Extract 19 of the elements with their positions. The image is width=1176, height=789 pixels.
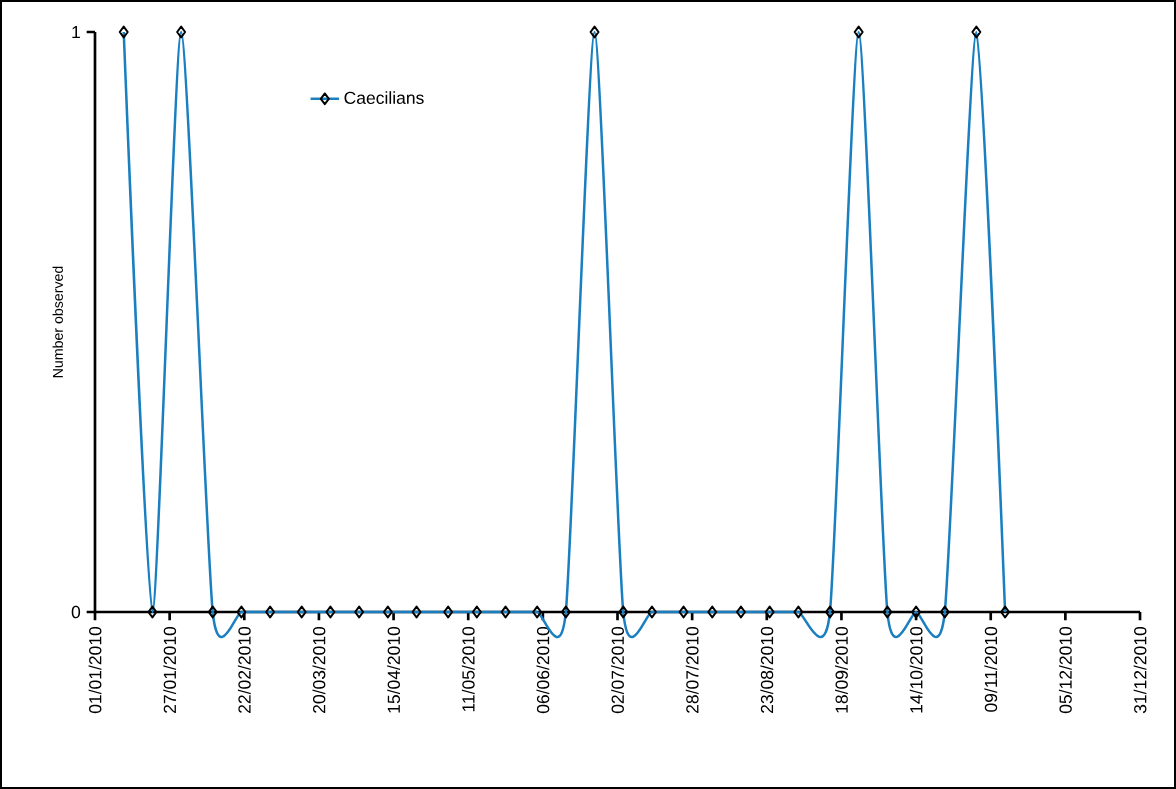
x-tick-label: 22/02/2010 — [237, 626, 251, 713]
x-tick-label: 15/04/2010 — [387, 626, 401, 713]
x-tick-label: 02/07/2010 — [611, 626, 624, 714]
x-tick-label: 28/07/2010 — [685, 626, 699, 713]
x-tick-label: 09/11/2010 — [984, 626, 998, 712]
y-tick-label: 0 — [71, 605, 81, 619]
x-tick-label: 14/10/2010 — [909, 626, 923, 713]
x-tick-label: 05/12/2010 — [1058, 626, 1072, 714]
x-tick-label: 01/01/2010 — [88, 626, 102, 714]
x-tick-label: 06/06/2010 — [536, 626, 550, 714]
x-tick-label: 23/08/2010 — [760, 626, 774, 713]
y-axis-title: Number observed — [52, 266, 63, 378]
x-tick-label: 27/01/2010 — [163, 626, 177, 713]
x-tick-label: 31/12/2010 — [1133, 626, 1147, 714]
x-tick-label: 18/09/2010 — [835, 626, 848, 713]
legend-label: Caecilians — [344, 91, 424, 105]
x-tick-label: 20/03/2010 — [312, 626, 326, 713]
y-tick-label: 1 — [72, 25, 80, 39]
x-tick-label: 11/05/2010 — [461, 626, 475, 712]
